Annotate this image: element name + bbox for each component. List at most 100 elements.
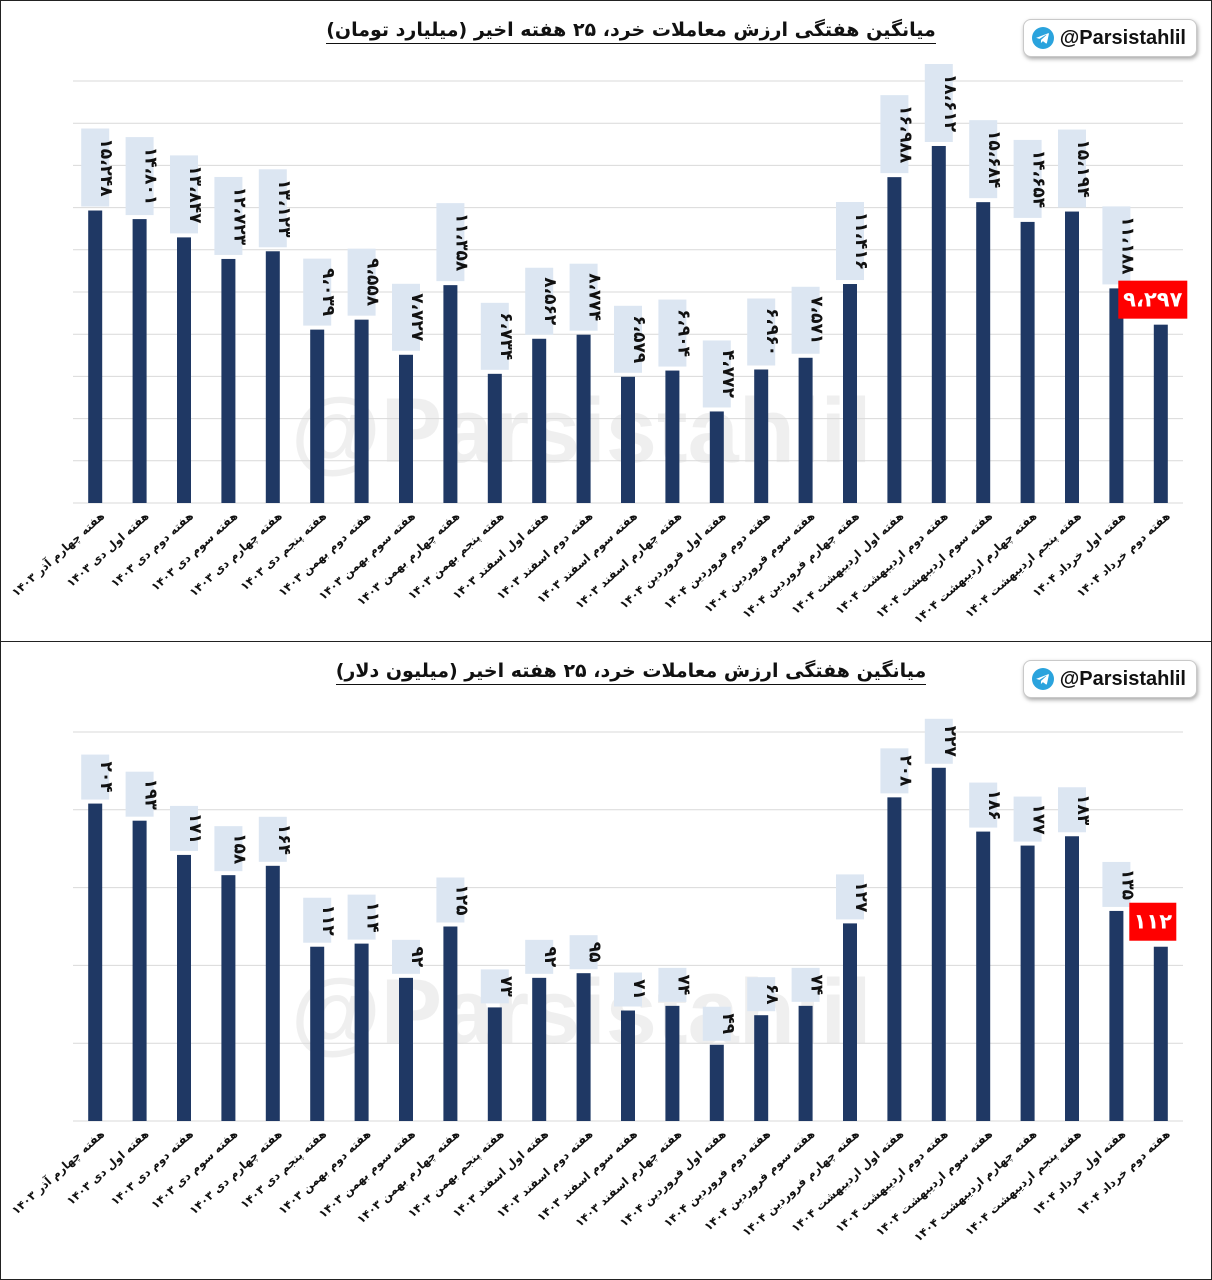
data-label-bg (480, 302, 509, 370)
data-label: ۶،۹۰۴ (673, 309, 693, 357)
data-label-bg (1102, 861, 1131, 907)
data-label: ۹،۰۳۹ (318, 268, 338, 317)
bar (665, 1005, 680, 1121)
data-label-bg (392, 939, 420, 974)
data-label-bg (614, 305, 642, 373)
data-label: ۱۴،۸۰۱ (141, 147, 161, 205)
data-label: ۱۹۳ (141, 779, 161, 811)
data-label-group: ۴،۷۷۲ (702, 340, 738, 408)
bar (621, 1010, 635, 1121)
data-label: ۱۸،۶۱۲ (940, 74, 960, 133)
data-label-bg (880, 748, 909, 794)
data-label: ۱۱،۴۱۶ (851, 212, 871, 270)
data-label-bg (702, 340, 731, 408)
data-label: ۱۴،۶۵۴ (1029, 150, 1049, 208)
chart-panel-dollar: @Parsistahlil میانگین هفتگی ارزش معاملات… (0, 641, 1212, 1280)
bar (354, 943, 369, 1121)
data-label-group: ۱۱۲ (303, 897, 338, 943)
data-label-group: ۹،۵۵۸ (347, 248, 383, 316)
data-label-group: ۶،۷۳۴ (480, 302, 516, 370)
data-label-bg (1058, 787, 1086, 833)
data-label-bg (836, 202, 864, 281)
data-label-bg (747, 298, 776, 366)
bar (843, 923, 857, 1121)
data-label-bg (81, 754, 110, 800)
data-label-bg (924, 63, 953, 142)
data-label-group: ۱۶،۹۸۸ (880, 95, 915, 174)
data-label-bg (525, 939, 554, 974)
data-label-bg (303, 897, 332, 943)
data-label-group: ۲۲۷ (924, 718, 960, 764)
bar (399, 354, 413, 503)
data-label-bg (170, 805, 198, 851)
data-label: ۶،۵۷۹ (629, 315, 649, 364)
data-label: ۱۱۲ (1134, 910, 1173, 934)
data-label: ۱۵،۶۸۴ (984, 130, 1004, 188)
data-label-group: ۱۶۴ (258, 816, 294, 862)
data-label: ۷۱ (629, 979, 649, 1000)
bar (265, 865, 280, 1121)
data-label-bg (924, 718, 953, 764)
bar (1065, 836, 1079, 1121)
telegram-handle-badge[interactable]: @Parsistahlil (1022, 19, 1197, 57)
data-label: ۱۷۱ (185, 813, 205, 844)
bar (798, 1005, 813, 1121)
bar (1153, 324, 1168, 503)
data-label-bg (658, 967, 687, 1002)
bar (88, 803, 103, 1121)
data-label: ۴۹ (718, 1013, 738, 1034)
bar (754, 369, 769, 503)
data-label-group: ۲۰۴ (81, 754, 116, 800)
data-label-bg (480, 969, 509, 1004)
bar (576, 334, 591, 503)
data-label: ۹۵ (585, 942, 605, 963)
data-label-group: ۱۷۱ (170, 805, 205, 851)
data-label: ۱۱۴ (363, 902, 383, 933)
bar (443, 285, 458, 503)
data-label: ۱۸۳ (1073, 794, 1093, 826)
data-label-bg (436, 203, 465, 282)
data-label-group: ۱۸۶ (969, 782, 1004, 828)
data-label-bg (214, 176, 243, 255)
bar (887, 797, 902, 1121)
bar (931, 145, 946, 503)
data-label-group: ۶،۹۰۴ (658, 299, 693, 367)
telegram-handle-badge[interactable]: @Parsistahlil (1022, 660, 1197, 698)
chart-panel-rial: @Parsistahlil میانگین هفتگی ارزش معاملات… (0, 0, 1212, 642)
data-label-bg (525, 267, 554, 335)
data-label: ۱۱۲ (318, 905, 338, 937)
bar (887, 177, 902, 503)
bar (177, 854, 191, 1121)
data-label: ۶،۹۶۰ (762, 308, 782, 356)
bar (1020, 221, 1035, 503)
data-label-group: ۴۹ (702, 1006, 738, 1041)
data-label-bg (791, 286, 820, 354)
data-label-group: ۱۸،۶۱۲ (924, 63, 960, 142)
data-label-group: ۷۱ (614, 972, 649, 1007)
data-label-group: ۱۵،۱۹۴ (1058, 129, 1093, 208)
telegram-handle: @Parsistahlil (1059, 26, 1186, 49)
data-label-bg (1013, 796, 1042, 842)
data-label-bg (658, 299, 687, 367)
data-label-bg (569, 263, 598, 331)
data-label: ۱۶،۹۸۸ (895, 105, 915, 164)
data-label-bg (702, 1006, 731, 1041)
data-label: ۷،۷۲۷ (407, 293, 427, 342)
bar (487, 373, 502, 503)
data-label: ۱۵،۲۴۸ (96, 138, 116, 197)
data-label: ۸،۷۷۴ (585, 273, 605, 321)
data-label-bg (258, 169, 287, 248)
data-label-group: ۷۴ (791, 967, 827, 1002)
data-label-group: ۱۱،۴۱۶ (836, 202, 871, 281)
data-label: ۹۲ (540, 946, 560, 967)
data-label: ۱۵۸ (229, 833, 249, 865)
data-label-bg (258, 816, 287, 862)
data-label-group: ۱۲۷ (836, 874, 871, 920)
data-label-bg (125, 137, 154, 216)
data-label-group: ۱۸۳ (1058, 787, 1093, 833)
data-label-group: ۹۲ (525, 939, 560, 974)
data-label-group: ۱۳۵ (1102, 861, 1137, 907)
data-label: ۹۲ (407, 946, 427, 967)
